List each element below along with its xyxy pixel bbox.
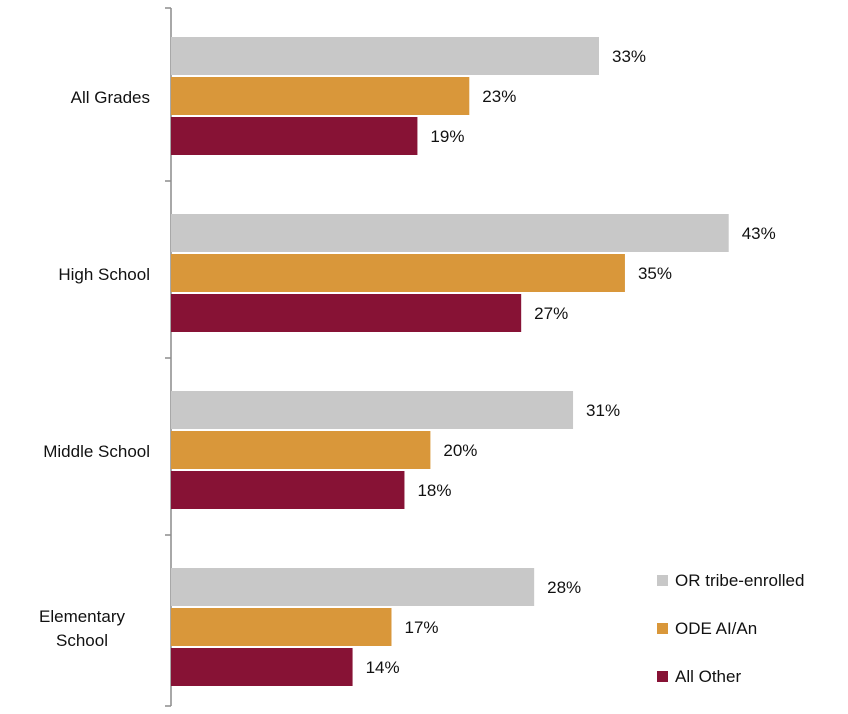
bar-all-other — [171, 294, 522, 332]
bar-all-other — [171, 648, 353, 686]
bar-or-tribe-enrolled — [171, 37, 599, 75]
category-label: Middle School — [43, 442, 150, 461]
category-label-line: Elementary — [39, 607, 125, 626]
category-label: All Grades — [71, 88, 150, 107]
data-label: 43% — [742, 224, 776, 243]
bar-all-other — [171, 471, 405, 509]
data-label: 33% — [612, 47, 646, 66]
legend-swatch — [657, 575, 668, 586]
data-label: 31% — [586, 401, 620, 420]
legend: OR tribe-enrolled ODE AI/An All Other — [657, 571, 804, 686]
category-label: Elementary School — [39, 607, 125, 650]
bar-all-other — [171, 117, 418, 155]
data-label: 14% — [366, 658, 400, 677]
bar-or-tribe-enrolled — [171, 568, 535, 606]
category-label-line: Middle School — [43, 442, 150, 461]
data-label: 28% — [547, 578, 581, 597]
legend-label: All Other — [675, 667, 741, 686]
bar-ode-ai-an — [171, 77, 470, 115]
category-label-line: All Grades — [71, 88, 150, 107]
category-label-line: School — [56, 631, 108, 650]
category-label: High School — [58, 265, 150, 284]
data-label: 18% — [417, 481, 451, 500]
data-label: 17% — [404, 618, 438, 637]
data-label: 20% — [443, 441, 477, 460]
legend-label: OR tribe-enrolled — [675, 571, 804, 590]
bar-ode-ai-an — [171, 431, 431, 469]
labels-layer: 33% 23% 19% All Grades 43% 35% 27% High School 3… — [39, 47, 776, 677]
data-label: 23% — [482, 87, 516, 106]
axis-layer — [165, 7, 172, 707]
data-label: 19% — [430, 127, 464, 146]
legend-label: ODE AI/An — [675, 619, 757, 638]
bar-ode-ai-an — [171, 608, 392, 646]
bar-or-tribe-enrolled — [171, 214, 729, 252]
category-label-line: High School — [58, 265, 150, 284]
bars-layer — [171, 37, 729, 686]
legend-swatch — [657, 671, 668, 682]
bar-or-tribe-enrolled — [171, 391, 574, 429]
legend-swatch — [657, 623, 668, 634]
data-label: 27% — [534, 304, 568, 323]
data-label: 35% — [638, 264, 672, 283]
bar-ode-ai-an — [171, 254, 625, 292]
